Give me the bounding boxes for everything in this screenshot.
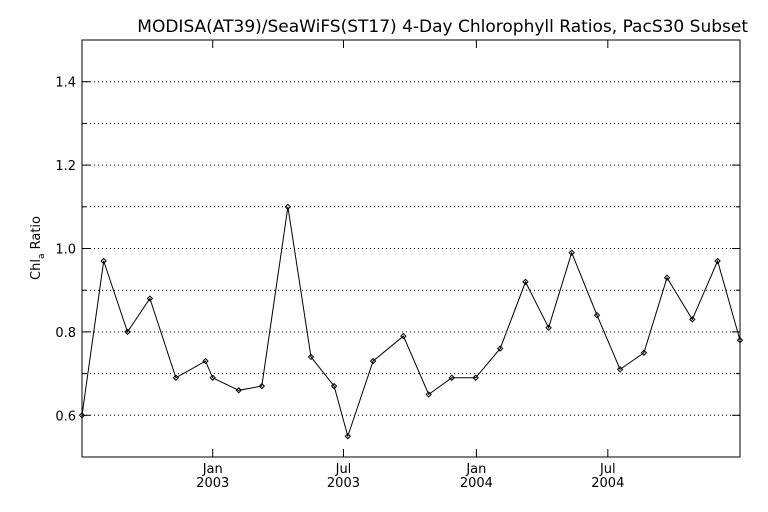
x-tick-label-month: Jan: [202, 462, 223, 477]
y-tick-label: 0.6: [55, 409, 76, 424]
data-point: [369, 357, 377, 365]
data-point: [146, 295, 154, 302]
x-tick-label-month: Jan: [465, 462, 486, 477]
data-point: [344, 432, 352, 440]
data-point: [472, 374, 479, 381]
data-point: [209, 374, 216, 381]
x-tick-label-month: Jul: [599, 462, 616, 477]
data-point: [593, 312, 601, 319]
chart-title: MODISA(AT39)/SeaWiFS(ST17) 4-Day Chlorop…: [137, 17, 748, 37]
x-tick-label-year: 2003: [196, 476, 229, 491]
data-point: [545, 324, 552, 331]
data-point: [172, 374, 180, 381]
series-line: [81, 206, 741, 438]
x-tick-label-year: 2003: [327, 476, 360, 491]
data-point: [307, 353, 315, 361]
data-point: [616, 366, 624, 373]
data-point: [714, 257, 721, 265]
x-tick-label-year: 2004: [460, 476, 493, 491]
data-point: [284, 203, 292, 211]
y-tick-label: 0.8: [55, 326, 76, 341]
data-point: [124, 328, 131, 336]
data-point: [100, 257, 107, 265]
data-point: [640, 349, 648, 356]
y-axis-label-main: Chl: [29, 259, 44, 280]
data-point: [258, 382, 266, 390]
data-point: [235, 387, 242, 394]
series-group: [78, 203, 744, 440]
x-tick-label-year: 2004: [591, 476, 624, 491]
data-point: [522, 278, 529, 286]
data-point: [736, 337, 744, 344]
data-point: [330, 382, 338, 390]
data-point: [689, 316, 696, 323]
data-point: [448, 374, 456, 381]
grid-lines: [82, 81, 740, 416]
y-axis-label-rest: Ratio: [29, 216, 44, 254]
data-point: [202, 357, 209, 365]
y-tick-label: 1.4: [55, 76, 76, 91]
data-point: [568, 249, 575, 256]
x-tick-label-month: Jul: [335, 462, 352, 477]
data-point: [78, 412, 86, 419]
y-tick-label: 1.0: [55, 243, 76, 258]
y-tick-label: 1.2: [55, 159, 76, 174]
data-point: [496, 345, 504, 352]
y-axis-label-subscript: a: [37, 254, 47, 260]
y-axis-label: Chla Ratio: [29, 216, 47, 280]
data-point: [663, 274, 671, 281]
data-point: [400, 332, 407, 340]
data-point: [425, 391, 432, 398]
y-axis: 0.6 0.8 1.0 1.2 1.4: [55, 76, 740, 424]
